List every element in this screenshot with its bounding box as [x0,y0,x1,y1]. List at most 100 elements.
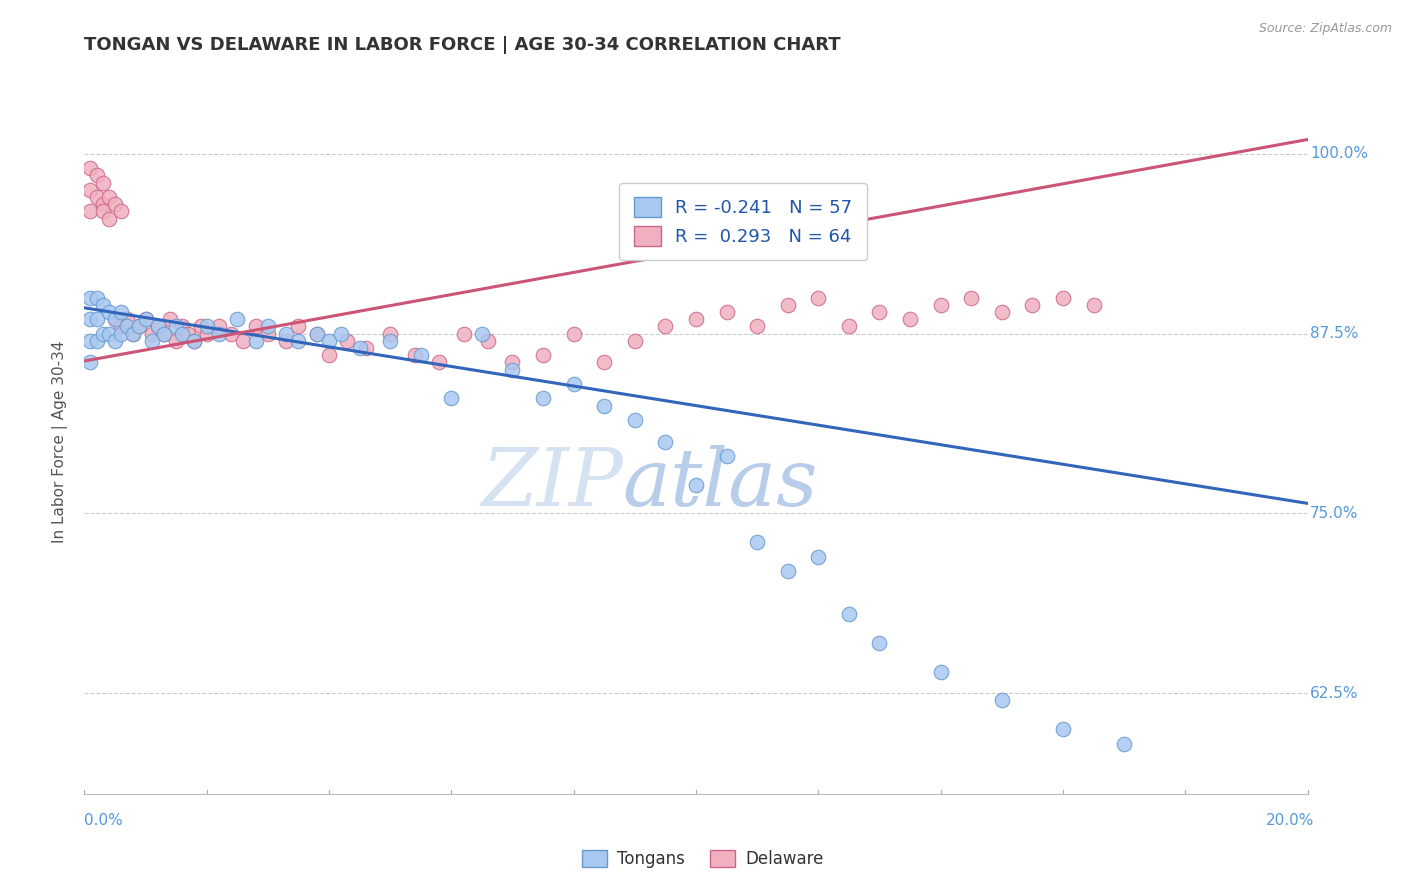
Point [195,326,218,341]
Text: 75.0%: 75.0% [1310,506,1358,521]
Point [79,334,101,348]
Point [440,392,463,406]
Point [91,176,114,190]
Point [747,319,769,334]
Point [502,362,524,376]
Point [471,326,494,341]
Point [104,197,127,211]
Point [79,161,101,176]
Point [172,319,194,334]
Point [1021,298,1043,312]
Point [807,291,830,305]
Point [79,183,101,197]
Text: Source: ZipAtlas.com: Source: ZipAtlas.com [1258,22,1392,36]
Point [219,326,242,341]
Point [453,326,475,341]
Text: TONGAN VS DELAWARE IN LABOR FORCE | AGE 30-34 CORRELATION CHART: TONGAN VS DELAWARE IN LABOR FORCE | AGE … [84,36,841,54]
Text: 62.5%: 62.5% [1310,686,1358,701]
Point [79,355,101,369]
Point [257,319,280,334]
Point [349,341,371,355]
Point [716,305,738,319]
Point [869,636,891,650]
Point [1052,722,1074,736]
Point [287,319,309,334]
Point [97,326,120,341]
Point [354,341,377,355]
Point [336,334,359,348]
Point [79,312,101,326]
Point [305,326,328,341]
Point [86,190,108,204]
Point [110,319,132,334]
Point [86,312,108,326]
Legend: R = -0.241   N = 57, R =  0.293   N = 64: R = -0.241 N = 57, R = 0.293 N = 64 [620,183,868,260]
Point [104,312,127,326]
Point [929,665,952,679]
Y-axis label: In Labor Force | Age 30-34: In Labor Force | Age 30-34 [52,340,69,543]
Point [115,319,138,334]
Point [477,334,499,348]
Point [245,334,267,348]
Point [898,312,921,326]
Point [404,348,426,362]
Point [276,334,298,348]
Point [208,326,231,341]
Point [427,355,450,369]
Text: 20.0%: 20.0% [1267,814,1315,828]
Point [104,312,127,326]
Point [159,312,181,326]
Point [380,334,402,348]
Point [776,298,799,312]
Point [79,291,101,305]
Point [287,334,309,348]
Point [91,197,114,211]
Point [330,326,353,341]
Point [104,334,127,348]
Point [141,326,163,341]
Point [409,348,432,362]
Point [86,291,108,305]
Text: 0.0%: 0.0% [84,814,124,828]
Point [172,326,194,341]
Point [115,312,138,326]
Point [685,477,707,491]
Point [1114,737,1136,751]
Point [97,190,120,204]
Point [226,312,249,326]
Point [807,549,830,564]
Point [165,334,187,348]
Point [502,355,524,369]
Point [165,319,187,334]
Point [654,319,676,334]
Point [747,535,769,549]
Point [232,334,254,348]
Point [110,305,132,319]
Text: 100.0%: 100.0% [1310,146,1368,161]
Point [86,169,108,183]
Point [685,312,707,326]
Point [716,449,738,463]
Text: ZIP: ZIP [481,445,623,523]
Point [135,312,157,326]
Point [190,319,212,334]
Point [135,312,157,326]
Point [960,291,983,305]
Point [624,334,647,348]
Point [153,326,176,341]
Point [318,334,340,348]
Point [195,319,218,334]
Point [153,326,176,341]
Point [654,434,676,449]
Point [91,298,114,312]
Point [624,413,647,427]
Point [146,319,169,334]
Point [91,204,114,219]
Point [380,326,402,341]
Point [562,377,585,392]
Point [257,326,280,341]
Text: 87.5%: 87.5% [1310,326,1358,341]
Point [97,305,120,319]
Point [208,319,231,334]
Point [1052,291,1074,305]
